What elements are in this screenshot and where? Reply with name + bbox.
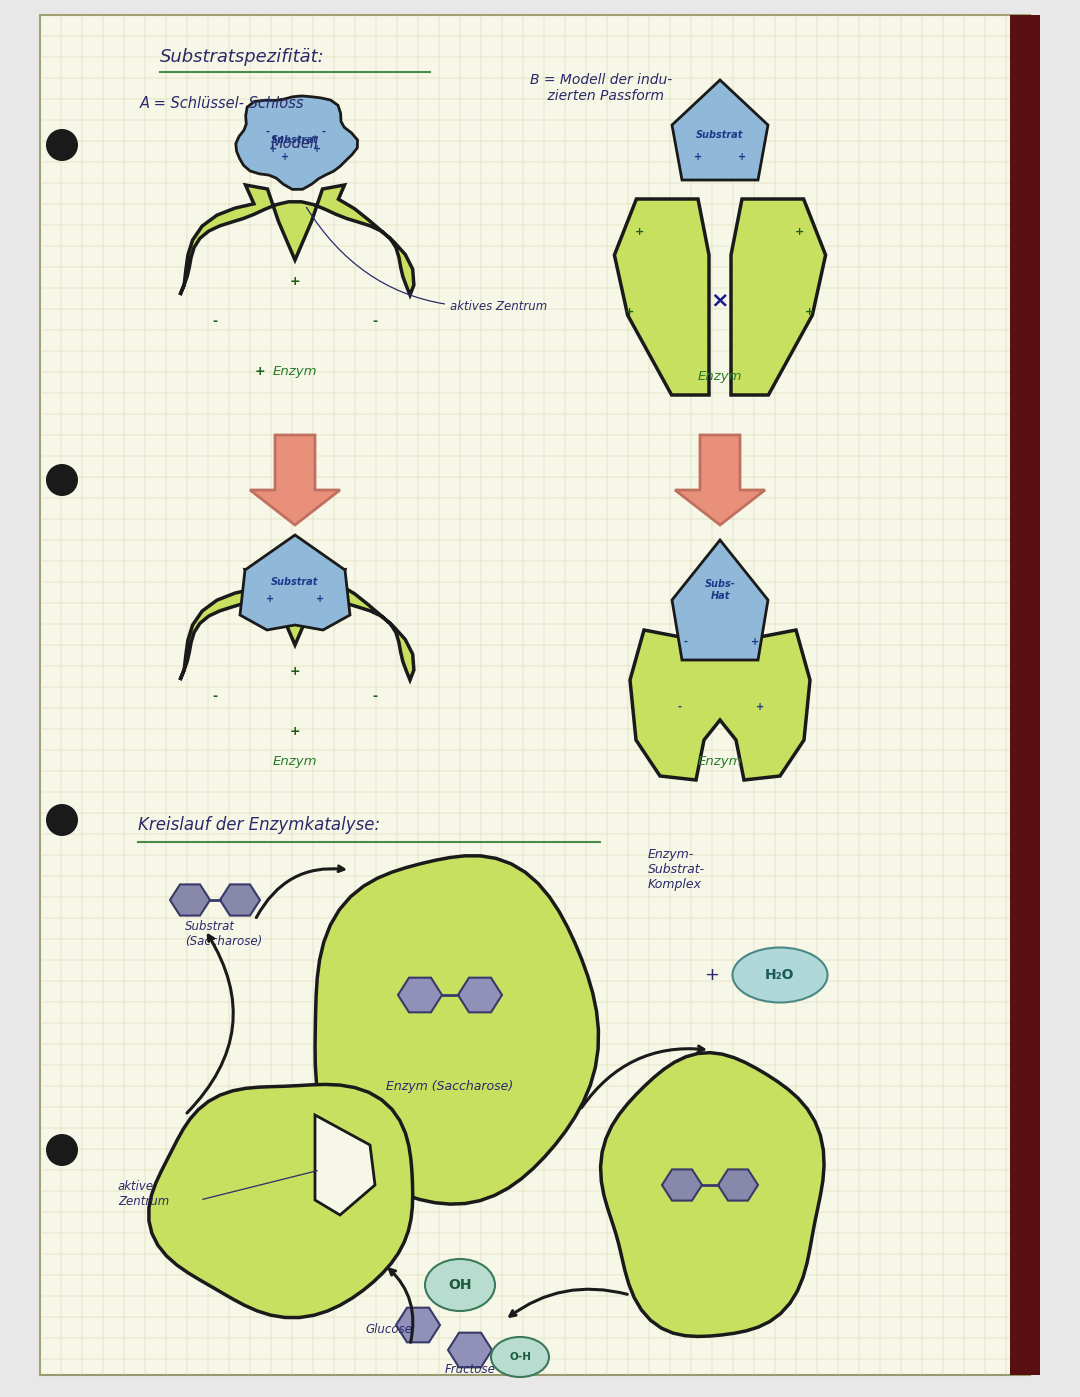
Circle shape	[46, 805, 78, 835]
Text: -: -	[678, 703, 681, 712]
Polygon shape	[180, 570, 414, 680]
Polygon shape	[731, 198, 825, 395]
Text: +: +	[795, 226, 805, 237]
Polygon shape	[315, 856, 598, 1204]
Text: +: +	[806, 307, 814, 317]
Polygon shape	[458, 978, 502, 1013]
Polygon shape	[180, 184, 414, 295]
Text: -: -	[213, 690, 217, 703]
Text: H₂O: H₂O	[766, 968, 795, 982]
Text: +: +	[635, 226, 645, 237]
Text: Enzym: Enzym	[273, 365, 318, 379]
Text: -: -	[265, 127, 269, 137]
Text: Kreislauf der Enzymkatalyse:: Kreislauf der Enzymkatalyse:	[138, 816, 380, 834]
Text: +: +	[625, 307, 635, 317]
Polygon shape	[630, 570, 810, 780]
Circle shape	[46, 129, 78, 161]
Text: -: -	[321, 127, 325, 137]
Text: ×: ×	[711, 291, 729, 310]
Polygon shape	[718, 1169, 758, 1200]
Polygon shape	[600, 1053, 824, 1337]
Circle shape	[46, 464, 78, 496]
Polygon shape	[675, 434, 765, 525]
Bar	[1010, 15, 1040, 1375]
Text: aktives Zentrum: aktives Zentrum	[307, 207, 548, 313]
Text: Enzym: Enzym	[698, 370, 742, 383]
Text: -: -	[683, 637, 687, 647]
Text: +: +	[269, 144, 278, 154]
Ellipse shape	[491, 1337, 549, 1377]
Polygon shape	[448, 1333, 492, 1368]
Circle shape	[46, 1134, 78, 1166]
Text: Modell: Modell	[271, 136, 319, 151]
Text: Substrat: Substrat	[271, 577, 319, 587]
Text: +: +	[751, 637, 759, 647]
Text: Enzym: Enzym	[698, 754, 742, 768]
Text: A = Schlüssel- Schloss: A = Schlüssel- Schloss	[140, 96, 305, 110]
Text: -: -	[373, 314, 378, 328]
Text: Glucose: Glucose	[365, 1323, 411, 1336]
Text: +: +	[266, 594, 274, 604]
Text: Enzym (Saccharose): Enzym (Saccharose)	[387, 1080, 514, 1092]
Text: Enzym-
Substrat-
Komplex: Enzym- Substrat- Komplex	[648, 848, 705, 891]
Text: O-H: O-H	[509, 1352, 531, 1362]
Text: +: +	[289, 275, 300, 288]
Text: +: +	[281, 152, 289, 162]
Polygon shape	[315, 1115, 375, 1215]
Text: Enzym: Enzym	[273, 754, 318, 768]
Text: OH: OH	[448, 1278, 472, 1292]
Polygon shape	[615, 198, 708, 395]
Ellipse shape	[732, 947, 827, 1003]
Polygon shape	[149, 1084, 413, 1317]
Text: B = Modell der indu-
    zierten Passform: B = Modell der indu- zierten Passform	[530, 73, 672, 103]
Text: aktive
Zentrum: aktive Zentrum	[118, 1180, 170, 1208]
Text: +: +	[694, 152, 702, 162]
Polygon shape	[220, 884, 260, 915]
Text: +: +	[316, 594, 324, 604]
Polygon shape	[240, 535, 350, 630]
Ellipse shape	[426, 1259, 495, 1310]
Text: Substrat: Substrat	[271, 136, 319, 145]
Polygon shape	[672, 80, 768, 180]
Text: +: +	[704, 965, 719, 983]
Text: -: -	[213, 314, 217, 328]
Text: +: +	[738, 152, 746, 162]
Text: Subs-
Hat: Subs- Hat	[704, 580, 735, 601]
Text: +: +	[255, 365, 266, 379]
Text: +: +	[289, 665, 300, 678]
Polygon shape	[399, 978, 442, 1013]
Text: Substrat: Substrat	[697, 130, 744, 140]
Text: -: -	[373, 690, 378, 703]
Text: +: +	[289, 725, 300, 738]
Text: Substratspezifität:: Substratspezifität:	[160, 47, 325, 66]
Text: Substrat
(Saccharose): Substrat (Saccharose)	[185, 921, 262, 949]
Polygon shape	[235, 96, 357, 190]
Polygon shape	[662, 1169, 702, 1200]
Text: +: +	[313, 144, 321, 154]
Polygon shape	[170, 884, 210, 915]
Text: Fructose: Fructose	[445, 1363, 496, 1376]
Polygon shape	[672, 541, 768, 659]
Text: +: +	[756, 703, 764, 712]
Polygon shape	[249, 434, 340, 525]
Polygon shape	[396, 1308, 440, 1343]
